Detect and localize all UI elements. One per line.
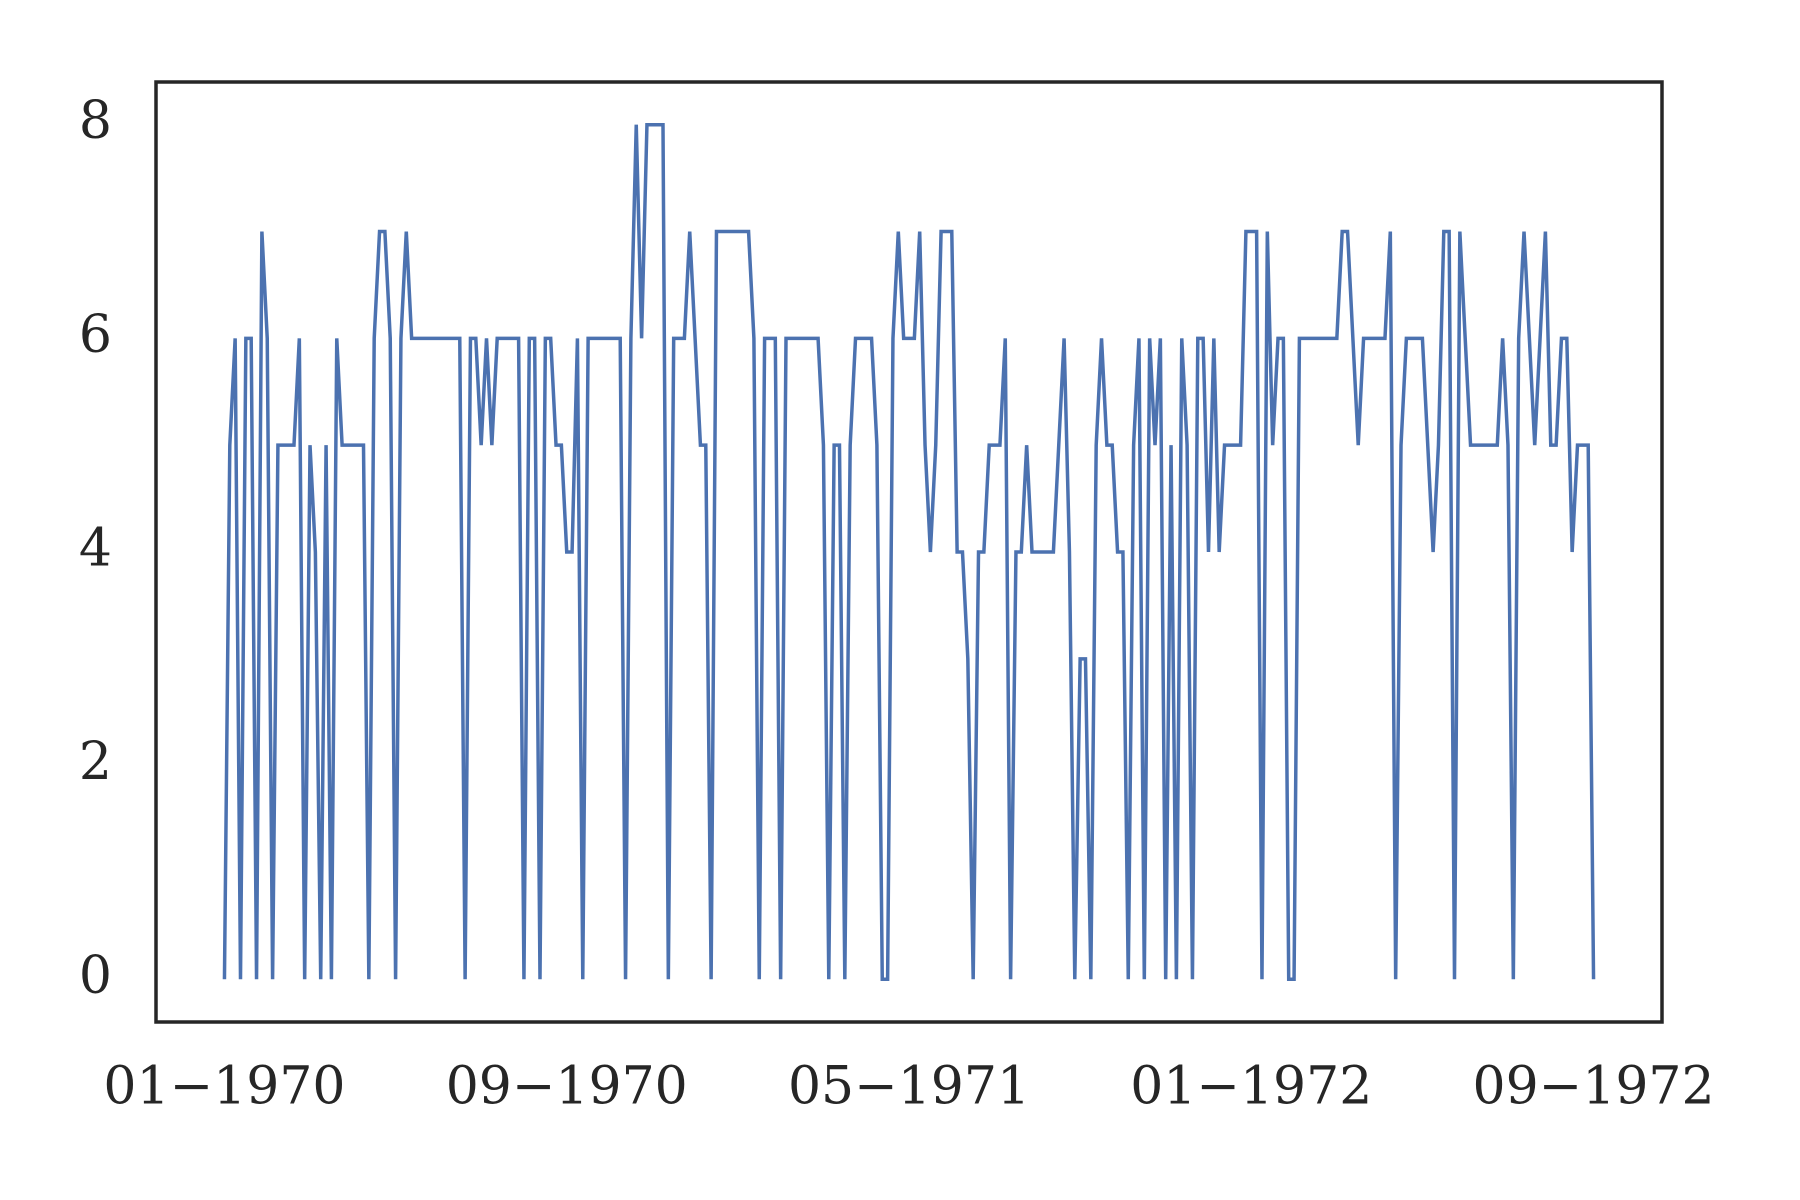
x-tick-label: 05−1971 xyxy=(788,1057,1030,1117)
axes-frame xyxy=(154,80,1664,1024)
x-tick-label: 01−1970 xyxy=(103,1057,345,1117)
y-tick-label: 4 xyxy=(79,519,112,579)
data-line xyxy=(222,122,1596,982)
y-tick-label: 8 xyxy=(79,91,112,151)
y-tick-label: 2 xyxy=(79,732,112,792)
x-tick-label: 01−1972 xyxy=(1130,1057,1372,1117)
x-tick-label: 09−1970 xyxy=(446,1057,688,1117)
x-tick-label: 09−1972 xyxy=(1473,1057,1715,1117)
y-tick-label: 0 xyxy=(79,946,112,1006)
y-tick-label: 6 xyxy=(79,305,112,365)
